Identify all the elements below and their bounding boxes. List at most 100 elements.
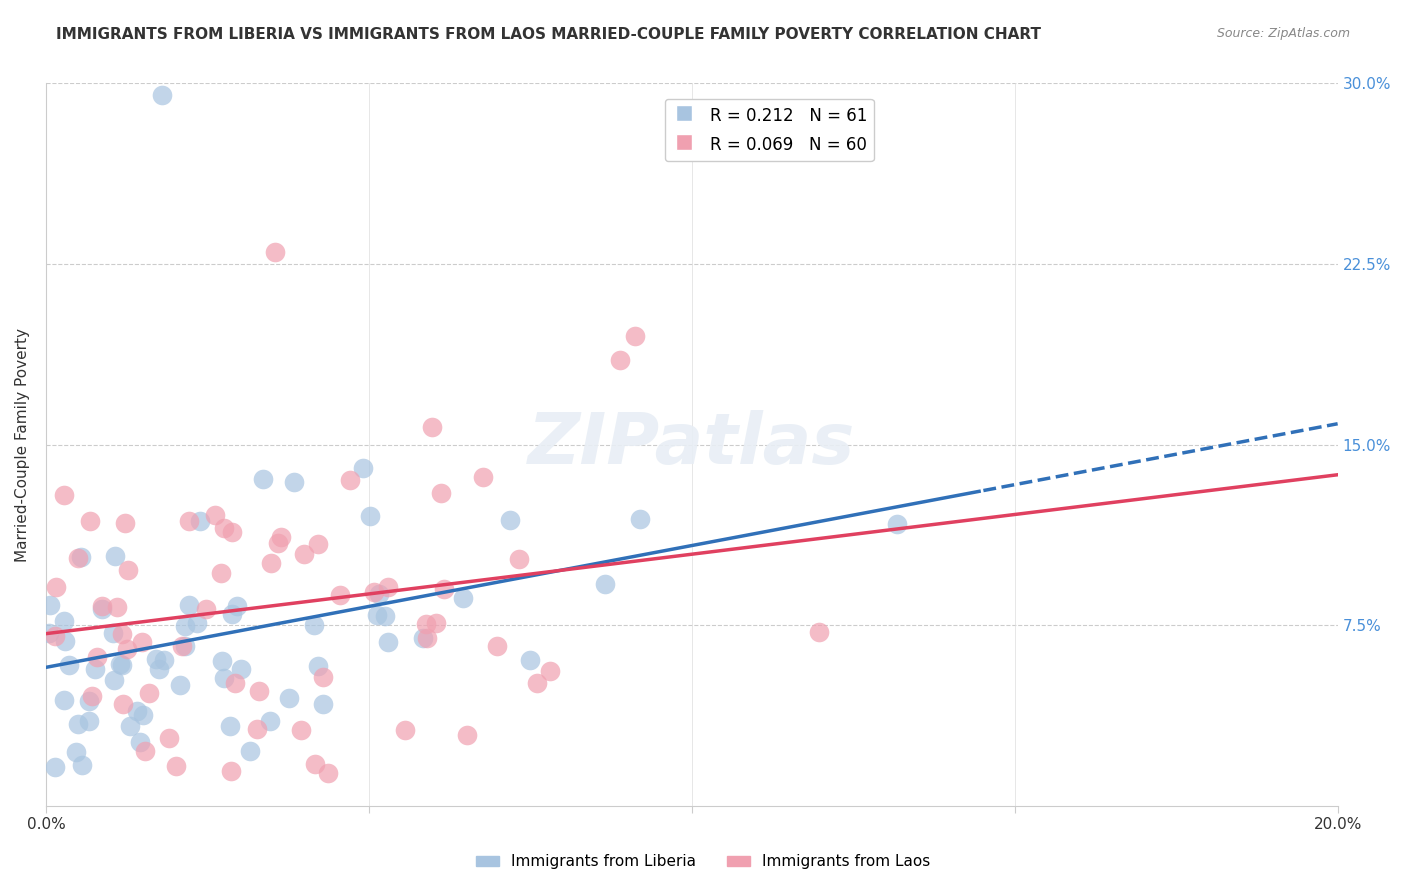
Point bbox=[131, 635, 153, 649]
Point bbox=[44, 760, 66, 774]
Point bbox=[145, 651, 167, 665]
Point bbox=[188, 514, 211, 528]
Legend: Immigrants from Liberia, Immigrants from Laos: Immigrants from Liberia, Immigrants from… bbox=[470, 848, 936, 875]
Point bbox=[267, 535, 290, 549]
Point bbox=[77, 714, 100, 728]
Point bbox=[194, 601, 217, 615]
Point bbox=[101, 625, 124, 640]
Point bbox=[245, 723, 267, 737]
Point bbox=[150, 88, 173, 103]
Point bbox=[412, 631, 434, 645]
Point bbox=[363, 585, 385, 599]
Point bbox=[44, 629, 66, 643]
Point bbox=[307, 659, 329, 673]
Point bbox=[229, 662, 252, 676]
Point bbox=[52, 693, 75, 707]
Point bbox=[103, 673, 125, 687]
Point bbox=[260, 556, 283, 570]
Point bbox=[110, 657, 132, 672]
Point bbox=[526, 676, 548, 690]
Point bbox=[224, 676, 246, 690]
Point bbox=[177, 599, 200, 613]
Point bbox=[339, 473, 361, 487]
Point bbox=[359, 509, 381, 524]
Point bbox=[125, 704, 148, 718]
Point bbox=[270, 530, 292, 544]
Point bbox=[186, 616, 208, 631]
Point bbox=[218, 719, 240, 733]
Point bbox=[91, 602, 114, 616]
Y-axis label: Married-Couple Family Poverty: Married-Couple Family Poverty bbox=[15, 327, 30, 562]
Point bbox=[209, 566, 232, 580]
Point bbox=[595, 577, 617, 591]
Point bbox=[259, 714, 281, 728]
Point bbox=[807, 625, 830, 640]
Point bbox=[165, 759, 187, 773]
Point bbox=[219, 764, 242, 779]
Point bbox=[84, 662, 107, 676]
Point bbox=[80, 689, 103, 703]
Point bbox=[174, 619, 197, 633]
Point bbox=[53, 634, 76, 648]
Point bbox=[368, 586, 391, 600]
Legend: R = 0.212   N = 61, R = 0.069   N = 60: R = 0.212 N = 61, R = 0.069 N = 60 bbox=[665, 99, 873, 161]
Point bbox=[138, 686, 160, 700]
Text: ZIPatlas: ZIPatlas bbox=[529, 410, 855, 479]
Point bbox=[538, 664, 561, 678]
Point bbox=[366, 608, 388, 623]
Point bbox=[508, 552, 530, 566]
Point bbox=[70, 549, 93, 564]
Point bbox=[429, 486, 451, 500]
Point bbox=[609, 353, 631, 368]
Point bbox=[394, 723, 416, 737]
Point bbox=[221, 525, 243, 540]
Text: Source: ZipAtlas.com: Source: ZipAtlas.com bbox=[1216, 27, 1350, 40]
Point bbox=[425, 615, 447, 630]
Point bbox=[302, 618, 325, 632]
Point bbox=[329, 588, 352, 602]
Point bbox=[221, 607, 243, 622]
Point bbox=[451, 591, 474, 605]
Point bbox=[377, 580, 399, 594]
Point bbox=[252, 472, 274, 486]
Point bbox=[519, 653, 541, 667]
Point bbox=[277, 690, 299, 705]
Point bbox=[90, 599, 112, 614]
Point bbox=[415, 616, 437, 631]
Point bbox=[624, 329, 647, 343]
Point bbox=[134, 744, 156, 758]
Point bbox=[45, 580, 67, 594]
Point bbox=[111, 658, 134, 673]
Point bbox=[304, 756, 326, 771]
Point bbox=[247, 684, 270, 698]
Point bbox=[114, 516, 136, 530]
Point bbox=[66, 551, 89, 566]
Point bbox=[486, 639, 509, 653]
Point bbox=[53, 488, 76, 502]
Point bbox=[239, 743, 262, 757]
Point bbox=[77, 694, 100, 708]
Point bbox=[307, 537, 329, 551]
Point bbox=[53, 614, 76, 628]
Point bbox=[420, 420, 443, 434]
Point bbox=[211, 655, 233, 669]
Point bbox=[316, 765, 339, 780]
Point bbox=[148, 662, 170, 676]
Point bbox=[169, 678, 191, 692]
Point bbox=[65, 745, 87, 759]
Point bbox=[212, 521, 235, 535]
Point bbox=[283, 475, 305, 489]
Point bbox=[628, 512, 651, 526]
Point bbox=[105, 599, 128, 614]
Point bbox=[104, 549, 127, 563]
Point bbox=[225, 599, 247, 613]
Point bbox=[111, 627, 134, 641]
Point bbox=[377, 635, 399, 649]
Point bbox=[112, 697, 135, 711]
Point bbox=[433, 582, 456, 596]
Point bbox=[170, 639, 193, 653]
Point bbox=[212, 671, 235, 685]
Point bbox=[118, 719, 141, 733]
Point bbox=[264, 244, 287, 259]
Point bbox=[174, 639, 197, 653]
